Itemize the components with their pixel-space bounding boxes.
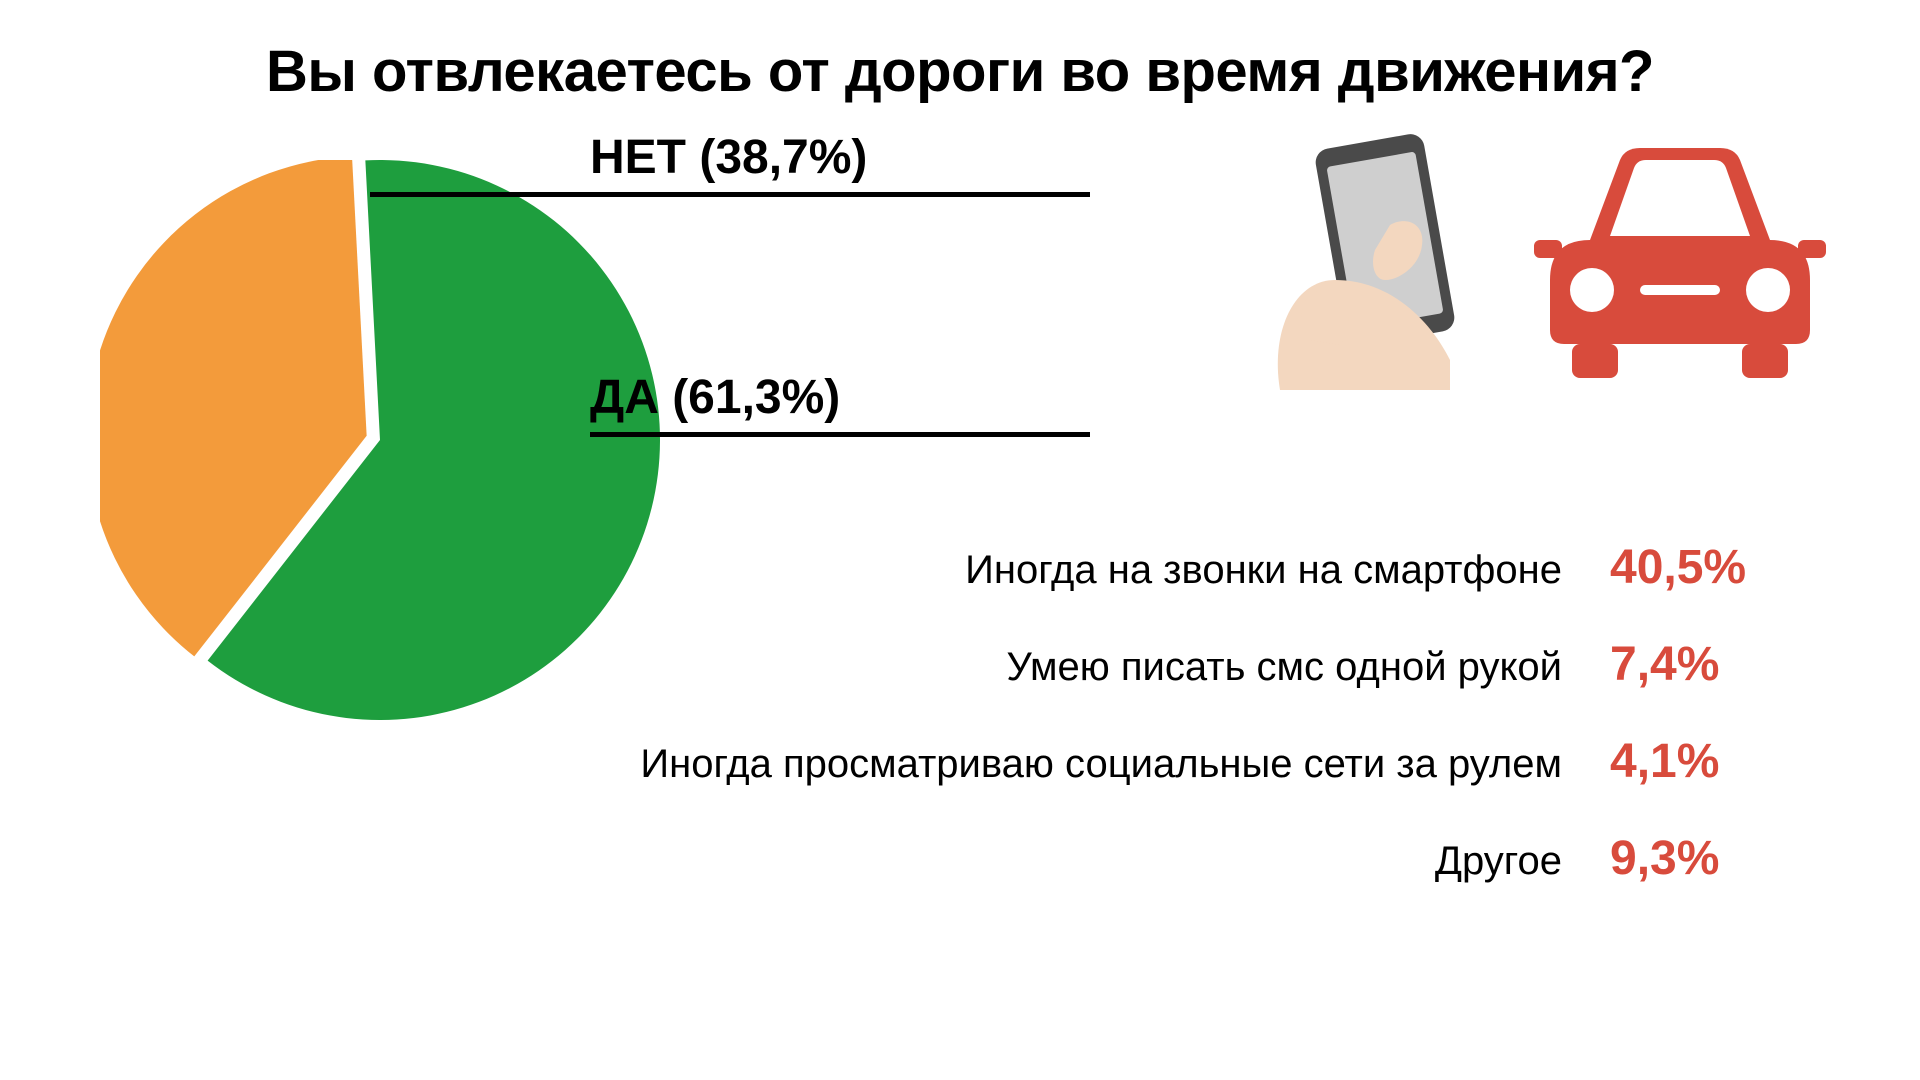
detail-label: Иногда просматриваю социальные сети за р…: [640, 742, 1562, 787]
detail-label: Умею писать смс одной рукой: [1006, 645, 1562, 690]
detail-value: 4,1%: [1610, 734, 1830, 789]
detail-row: Иногда просматриваю социальные сети за р…: [440, 734, 1830, 789]
detail-value: 7,4%: [1610, 637, 1830, 692]
detail-value: 40,5%: [1610, 540, 1830, 595]
phone-in-hand-icon: [1240, 130, 1500, 390]
lead-line-yes: [590, 432, 1090, 437]
detail-row: Умею писать смс одной рукой 7,4%: [440, 637, 1830, 692]
lead-line-no: [370, 192, 1090, 197]
detail-row: Другое 9,3%: [440, 831, 1830, 886]
detail-list: Иногда на звонки на смартфоне 40,5% Умею п…: [440, 540, 1830, 928]
detail-label: Иногда на звонки на смартфоне: [965, 548, 1562, 593]
pie-label-no: НЕТ (38,7%): [590, 130, 867, 185]
car-icon: [1530, 130, 1830, 390]
page-title: Вы отвлекаетесь от дороги во время движе…: [0, 38, 1920, 105]
detail-row: Иногда на звонки на смартфоне 40,5%: [440, 540, 1830, 595]
detail-label: Другое: [1435, 839, 1562, 884]
pie-label-yes: ДА (61,3%): [590, 370, 840, 425]
detail-value: 9,3%: [1610, 831, 1830, 886]
icon-group: [1240, 130, 1830, 390]
